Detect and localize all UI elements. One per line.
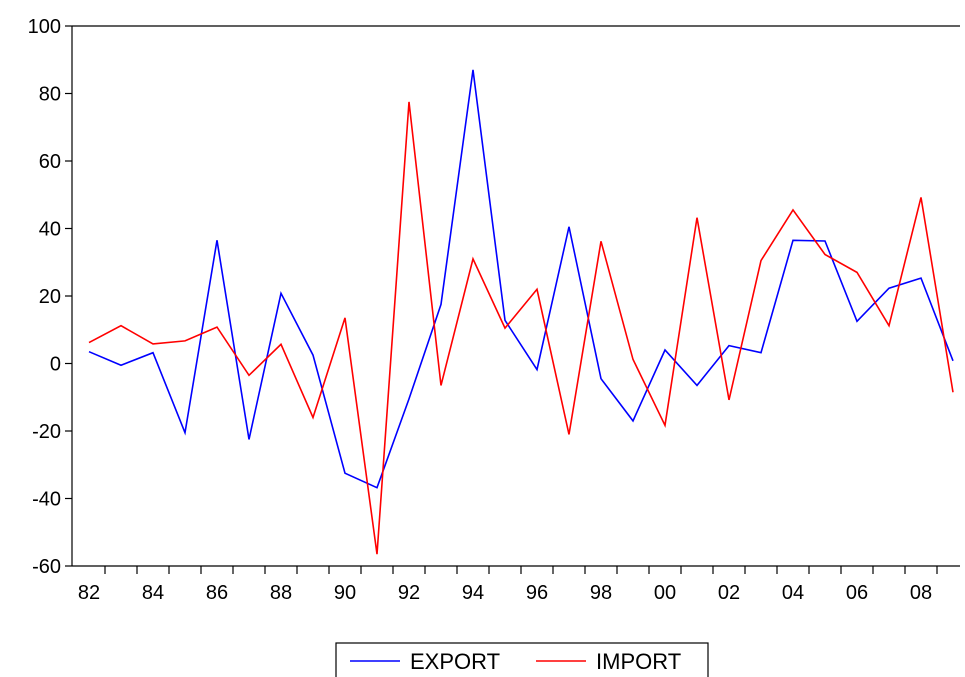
x-tick-label: 96 <box>526 582 548 604</box>
y-tick-label: -40 <box>32 489 61 511</box>
x-tick-label: 86 <box>206 582 228 604</box>
y-tick-label: 0 <box>50 354 61 376</box>
x-tick-label: 02 <box>718 582 740 604</box>
y-tick-label: 20 <box>39 286 61 308</box>
x-tick-label: 04 <box>782 582 804 604</box>
series-lines <box>88 69 954 555</box>
x-tick-label: 92 <box>398 582 420 604</box>
series-line-export <box>88 69 954 489</box>
x-tick-label: 82 <box>78 582 100 604</box>
y-axis-ticks: 100 80 60 40 20 0 -20 -40 -60 <box>28 16 72 578</box>
legend: EXPORT IMPORT <box>335 642 709 677</box>
legend-box <box>335 642 709 677</box>
x-tick-label: 94 <box>462 582 484 604</box>
y-tick-label: -60 <box>32 556 61 578</box>
x-tick-label: 98 <box>590 582 612 604</box>
series-line-import <box>88 101 954 555</box>
y-tick-label: 60 <box>39 151 61 173</box>
x-tick-label: 00 <box>654 582 676 604</box>
x-tick-label: 08 <box>910 582 932 604</box>
y-tick-label: -20 <box>32 421 61 443</box>
x-tick-label: 84 <box>142 582 164 604</box>
plot-frame <box>71 25 960 567</box>
x-tick-label: 90 <box>334 582 356 604</box>
y-tick-label: 100 <box>28 16 61 38</box>
y-tick-label: 80 <box>39 84 61 106</box>
y-tick-label: 40 <box>39 219 61 241</box>
x-tick-label: 88 <box>270 582 292 604</box>
x-axis-ticks: 82 84 86 88 90 92 94 96 98 00 02 04 06 08 <box>78 566 938 604</box>
legend-label-import: IMPORT <box>596 649 681 674</box>
legend-label-export: EXPORT <box>410 649 500 674</box>
x-tick-label: 06 <box>846 582 868 604</box>
